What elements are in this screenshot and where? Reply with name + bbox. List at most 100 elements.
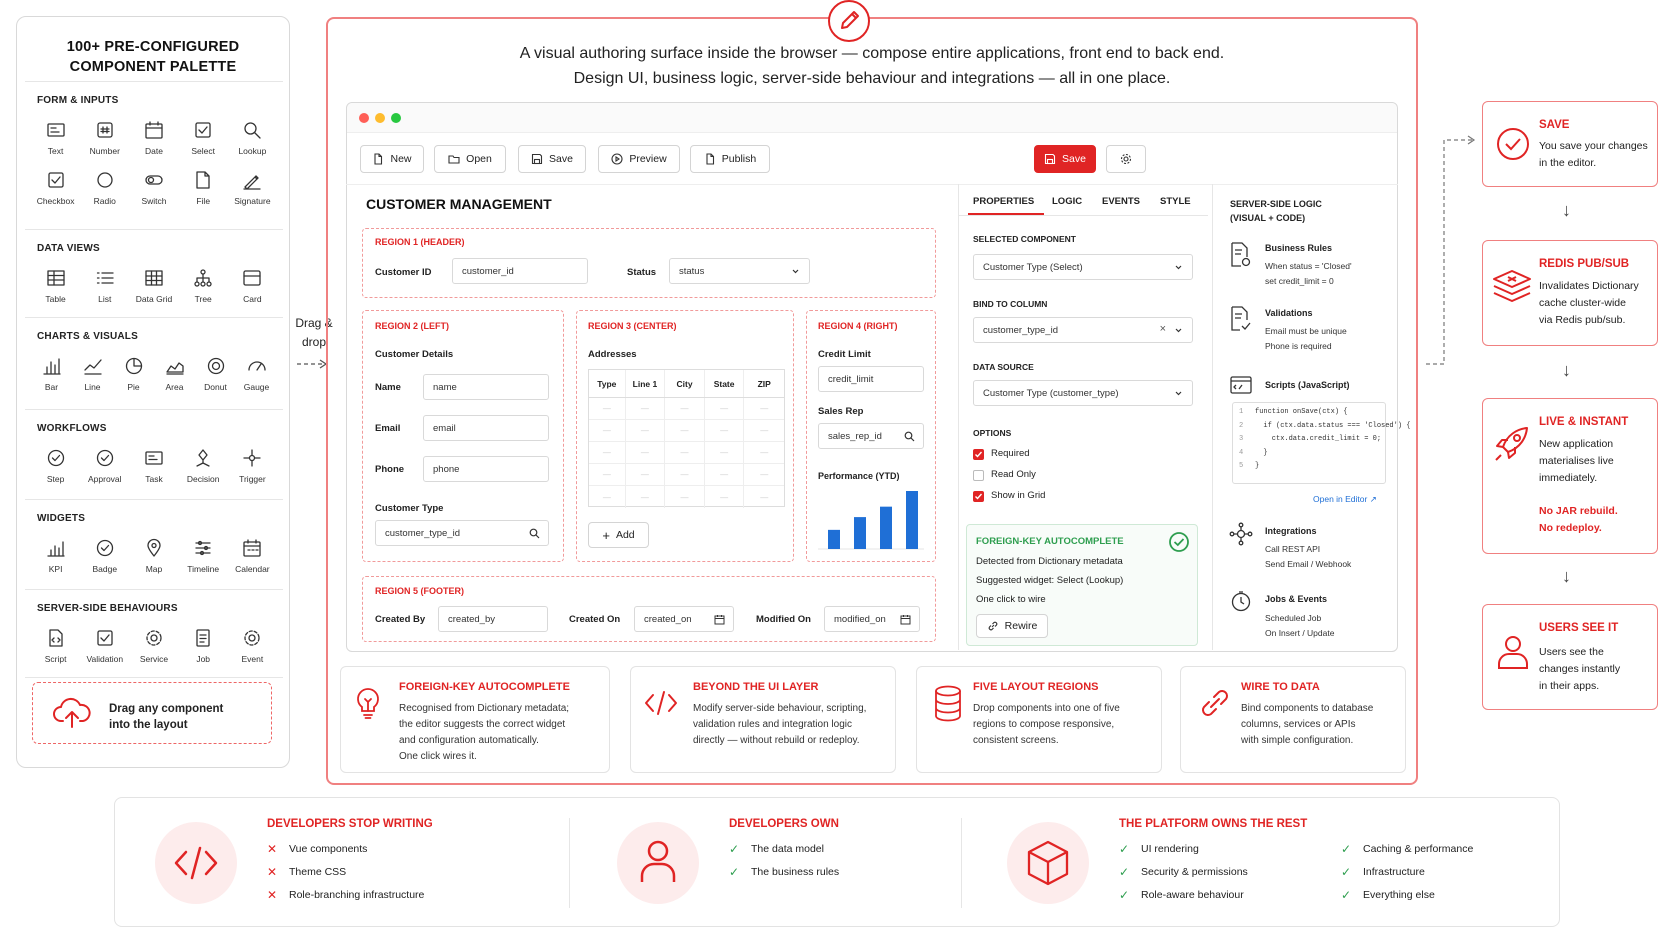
palette-item-map[interactable]: Map	[129, 533, 178, 583]
palette-item-text[interactable]: Text	[31, 115, 80, 165]
palette-item-label: Bar	[44, 382, 59, 392]
region-1-header[interactable]	[362, 228, 936, 298]
palette-item-badge[interactable]: Badge	[80, 533, 129, 583]
tab-style[interactable]: STYLE	[1160, 196, 1191, 207]
check-circle-icon	[1169, 532, 1189, 552]
new-button[interactable]: New	[360, 145, 424, 173]
palette-item-step[interactable]: Step	[31, 443, 80, 493]
region-3-center[interactable]	[576, 310, 794, 562]
script-icon	[48, 629, 63, 647]
name-label: Name	[375, 382, 401, 393]
active-tab-indicator	[968, 213, 1044, 215]
code-editor[interactable]: 1 function onSave(ctx) {2 if (ctx.data.st…	[1232, 402, 1410, 484]
close-dot[interactable]	[359, 113, 369, 123]
palette-item-date[interactable]: Date	[129, 115, 178, 165]
palette-item-gauge[interactable]: Gauge	[236, 351, 277, 401]
table-cell: —	[665, 420, 705, 441]
maximize-dot[interactable]	[391, 113, 401, 123]
palette-item-radio[interactable]: Radio	[80, 165, 129, 215]
palette-item-area[interactable]: Area	[154, 351, 195, 401]
palette-item-pie[interactable]: Pie	[113, 351, 154, 401]
palette-item-lookup[interactable]: Lookup	[228, 115, 277, 165]
palette-item-line[interactable]: Line	[72, 351, 113, 401]
approval-icon	[96, 449, 113, 467]
drag-drop-label: Drag & drop	[295, 316, 333, 349]
modified-on-date[interactable]: modified_on	[824, 606, 920, 632]
minimize-dot[interactable]	[375, 113, 385, 123]
pencil-badge	[828, 0, 870, 42]
created-by-field[interactable]: created_by	[438, 606, 548, 632]
palette-item-approval[interactable]: Approval	[80, 443, 129, 493]
palette-item-timeline[interactable]: Timeline	[179, 533, 228, 583]
selected-component-select[interactable]: Customer Type (Select)	[973, 254, 1193, 280]
palette-item-calendar[interactable]: Calendar	[228, 533, 277, 583]
sales-rep-lookup[interactable]: sales_rep_id	[818, 423, 924, 449]
save-primary-button[interactable]: Save	[1034, 145, 1096, 173]
name-field[interactable]: name	[423, 374, 549, 400]
addresses-table: Type Line 1 City State ZIP — — — — — — — — — — — — — — — — — —…	[588, 369, 785, 508]
palette-item-task[interactable]: Task	[129, 443, 178, 493]
customer-id-field[interactable]: customer_id	[452, 258, 588, 284]
palette-item-label: Gauge	[243, 382, 270, 392]
table-cell: —	[760, 470, 769, 479]
data-source-select[interactable]: Customer Type (customer_type)	[973, 380, 1193, 406]
palette-item-number[interactable]: Number	[80, 115, 129, 165]
region-2-left[interactable]	[362, 310, 564, 562]
palette-item-decision[interactable]: Decision	[179, 443, 228, 493]
palette-item-data-grid[interactable]: Data Grid	[129, 263, 178, 313]
phone-field[interactable]: phone	[423, 456, 549, 482]
open-button[interactable]: Open	[434, 145, 506, 173]
email-field[interactable]: email	[423, 415, 549, 441]
publish-button[interactable]: Publish	[690, 145, 770, 173]
rewire-button[interactable]: Rewire	[976, 614, 1048, 638]
palette-item-bar[interactable]: Bar	[31, 351, 72, 401]
palette-item-event[interactable]: Event	[228, 623, 277, 673]
platform-item: Infrastructure	[1363, 866, 1425, 878]
palette-item-signature[interactable]: Signature	[228, 165, 277, 215]
palette-item-select[interactable]: Select	[179, 115, 228, 165]
status-select[interactable]: status	[669, 258, 810, 284]
option-checkbox[interactable]	[973, 470, 984, 481]
clear-icon[interactable]: ×	[1159, 323, 1166, 335]
palette-item-service[interactable]: Service	[129, 623, 178, 673]
palette-item-job[interactable]: Job	[179, 623, 228, 673]
open-in-editor-link[interactable]: Open in Editor ↗	[1313, 494, 1377, 504]
palette-item-switch[interactable]: Switch	[129, 165, 178, 215]
option-checkbox[interactable]	[973, 491, 984, 502]
flow-step-live: LIVE & INSTANT New application materialis…	[1482, 398, 1658, 554]
region-4-right[interactable]	[806, 310, 936, 562]
add-address-button[interactable]: + Add	[588, 522, 649, 548]
redis-layers-icon	[1493, 270, 1531, 302]
created-on-date[interactable]: created_on	[634, 606, 734, 632]
palette-item-trigger[interactable]: Trigger	[228, 443, 277, 493]
palette-item-list[interactable]: List	[80, 263, 129, 313]
palette-item-checkbox[interactable]: Checkbox	[31, 165, 80, 215]
palette-item-table[interactable]: Table	[31, 263, 80, 313]
palette-item-card[interactable]: Card	[228, 263, 277, 313]
section-label: SERVER-SIDE BEHAVIOURS	[37, 603, 178, 614]
data-source-value: Customer Type (customer_type)	[983, 387, 1119, 399]
table-cell: —	[705, 486, 745, 508]
drag-hint[interactable]: Drag any component into the layout	[32, 682, 272, 744]
credit-limit-field[interactable]: credit_limit	[818, 366, 924, 392]
option-checkbox[interactable]	[973, 449, 984, 460]
palette-item-kpi[interactable]: KPI	[31, 533, 80, 583]
down-arrow-icon: ↓	[1562, 566, 1571, 586]
palette-item-label: Number	[89, 146, 120, 156]
settings-button[interactable]	[1106, 145, 1146, 173]
palette-item-donut[interactable]: Donut	[195, 351, 236, 401]
clock-icon	[1231, 591, 1251, 612]
tab-properties[interactable]: PROPERTIES	[973, 196, 1035, 207]
region-5-footer[interactable]	[362, 576, 936, 642]
save-button[interactable]: Save	[518, 145, 586, 173]
palette-item-tree[interactable]: Tree	[179, 263, 228, 313]
tab-logic[interactable]: LOGIC	[1052, 196, 1083, 207]
palette-item-file[interactable]: File	[179, 165, 228, 215]
palette-item-script[interactable]: Script	[31, 623, 80, 673]
bind-column-select[interactable]: customer_type_id ×	[973, 317, 1193, 343]
tab-events[interactable]: EVENTS	[1102, 196, 1141, 207]
customer-type-lookup[interactable]: customer_type_id	[375, 520, 549, 546]
palette-item-label: Select	[191, 146, 215, 156]
palette-item-validation[interactable]: Validation	[80, 623, 129, 673]
preview-button[interactable]: Preview	[598, 145, 680, 173]
